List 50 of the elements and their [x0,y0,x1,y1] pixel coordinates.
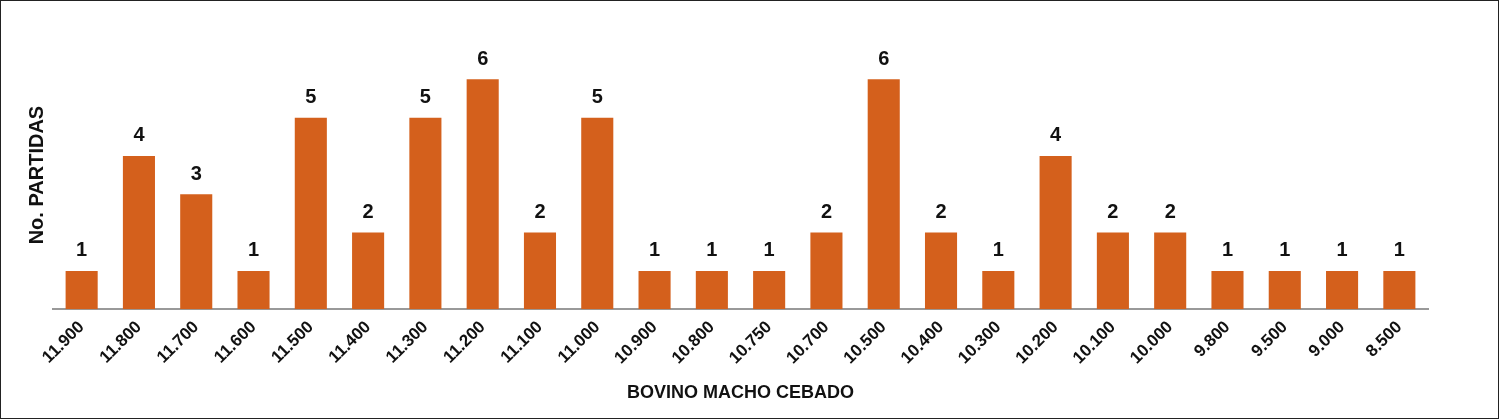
data-label: 3 [190,161,202,184]
bar [65,270,98,310]
bar [695,270,728,310]
bar [1211,270,1244,310]
data-label: 1 [706,238,718,261]
bar [982,270,1015,310]
bar [180,194,213,310]
bar [1268,270,1301,310]
bar [1039,155,1072,310]
data-label: 5 [305,85,317,108]
data-label: 1 [1393,238,1405,261]
data-label: 6 [878,46,890,69]
bar [466,79,499,310]
bar [924,232,958,310]
y-axis-title: No. PARTIDAS [24,105,47,245]
data-label: 2 [534,200,546,223]
x-axis-title: BOVINO MACHO CEBADO [626,382,855,403]
data-label: 5 [419,85,431,108]
bar [352,232,385,310]
bar [810,232,843,310]
bar [523,232,557,310]
data-label: 1 [247,238,260,261]
bar [1326,270,1359,310]
data-label: 1 [1279,238,1291,261]
data-label: 2 [1164,200,1176,223]
data-label: 1 [1336,238,1348,261]
bar [122,155,155,310]
data-label: 2 [362,200,374,223]
bar [1154,232,1187,310]
data-label: 4 [133,123,146,146]
data-label: 1 [763,238,775,261]
bar [294,117,327,310]
data-label: 2 [935,200,947,223]
data-label: 1 [649,238,661,261]
bar [1096,232,1129,310]
bar [409,117,442,310]
data-label: 1 [1221,238,1234,261]
bar [753,270,786,310]
data-label: 5 [591,85,603,108]
data-label: 2 [1107,200,1119,223]
data-label: 1 [992,238,1004,261]
bar [638,270,671,310]
bar [581,117,614,310]
data-label: 6 [477,46,489,69]
data-label: 2 [820,200,832,223]
bar [867,79,900,310]
bar [1383,270,1416,310]
bar [237,270,270,310]
data-label: 4 [1050,123,1063,146]
data-label: 1 [76,238,88,261]
